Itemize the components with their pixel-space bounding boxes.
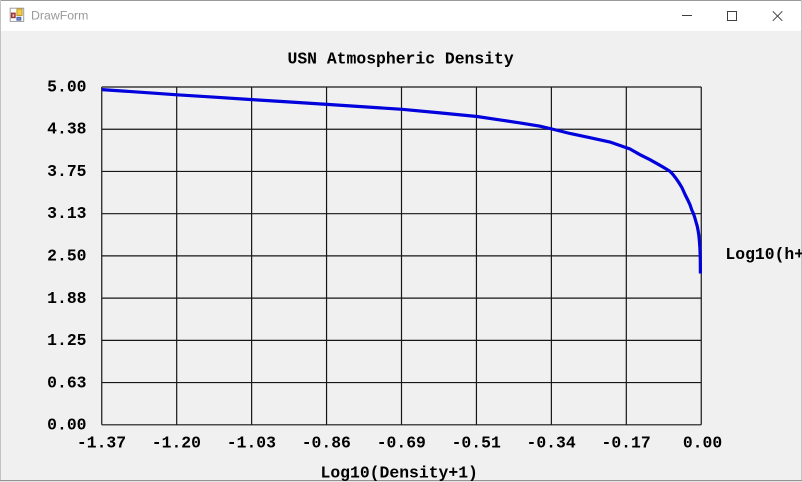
svg-text:-0.17: -0.17	[602, 434, 651, 453]
svg-text:USN Atmospheric Density: USN Atmospheric Density	[288, 50, 514, 69]
svg-text:Log10(h+1): Log10(h+1)	[725, 245, 802, 264]
svg-text:-0.69: -0.69	[377, 434, 426, 453]
svg-text:-0.86: -0.86	[302, 434, 351, 453]
svg-text:3.75: 3.75	[47, 162, 86, 181]
svg-text:-0.34: -0.34	[527, 434, 576, 453]
svg-text:3.13: 3.13	[47, 204, 86, 223]
svg-text:1.25: 1.25	[47, 331, 86, 350]
svg-text:-0.51: -0.51	[452, 434, 501, 453]
svg-text:0.00: 0.00	[47, 416, 86, 435]
svg-text:0.63: 0.63	[47, 373, 86, 392]
svg-text:2.50: 2.50	[47, 247, 86, 266]
svg-text:5.00: 5.00	[47, 77, 86, 96]
svg-text:1.88: 1.88	[47, 289, 86, 308]
svg-text:-1.37: -1.37	[77, 434, 126, 453]
svg-text:0.00: 0.00	[683, 434, 722, 453]
svg-text:-1.03: -1.03	[227, 434, 276, 453]
svg-text:4.38: 4.38	[47, 120, 86, 139]
svg-text:-1.20: -1.20	[152, 434, 201, 453]
svg-text:Log10(Density+1): Log10(Density+1)	[321, 464, 478, 482]
svg-text:DrawForm: DrawForm	[31, 9, 88, 23]
